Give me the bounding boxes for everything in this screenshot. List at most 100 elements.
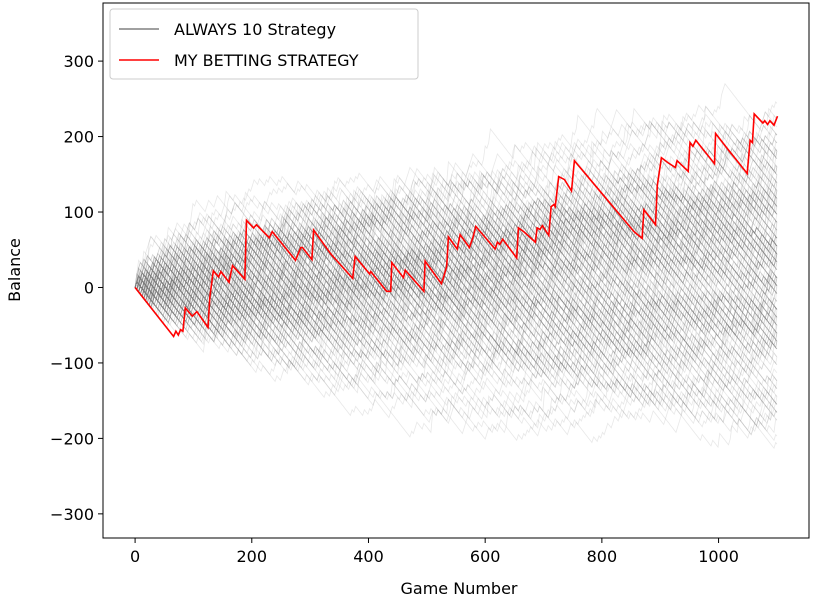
always-10-run-line (134, 285, 778, 394)
always-10-run-line (134, 284, 778, 411)
legend-label-always-10: ALWAYS 10 Strategy (174, 20, 336, 39)
always-10-run-line (134, 166, 778, 291)
always-10-run-line (134, 198, 778, 321)
always-10-run-line (134, 221, 778, 348)
always-10-run-line (134, 204, 778, 288)
always-10-run-line (134, 253, 778, 357)
always-10-run-line (134, 287, 778, 450)
always-10-run-line (134, 277, 778, 402)
always-10-run-line (134, 201, 778, 324)
always-10-run-line (134, 168, 778, 307)
always-10-run-line (134, 277, 778, 370)
always-10-run-line (134, 159, 778, 323)
always-10-run-line (134, 200, 778, 323)
always-10-run-line (134, 194, 778, 300)
always-10-run-line (134, 212, 778, 318)
always-10-run-line (134, 233, 778, 364)
always-10-run-line (134, 270, 778, 434)
always-10-run-line (134, 211, 778, 320)
always-10-run-line (134, 156, 778, 302)
y-tick-label: 0 (84, 278, 94, 297)
always-10-run-line (134, 142, 778, 336)
always-10-run-line (134, 149, 778, 345)
always-10-run-line (134, 286, 778, 401)
always-10-run-line (134, 273, 778, 387)
y-tick-label: −100 (50, 354, 94, 373)
always-10-run-line (134, 184, 778, 307)
always-10-run-line (134, 129, 778, 292)
always-10-run-line (134, 242, 778, 335)
always-10-run-line (134, 201, 778, 298)
always-10-run-line (134, 158, 778, 293)
always-10-run-line (134, 250, 778, 327)
always-10-run-line (134, 269, 778, 384)
always-10-run-line (134, 105, 778, 292)
always-10-run-line (134, 279, 778, 404)
always-10-run-line (134, 250, 778, 356)
always-10-run-line (134, 185, 778, 324)
always-10-run-line (134, 193, 778, 301)
always-10-run-line (134, 196, 778, 332)
always-10-run-line (134, 164, 778, 292)
legend-box (109, 8, 419, 80)
always-10-run-line (134, 278, 778, 403)
always-10-run-line (134, 278, 778, 369)
always-10-run-line (134, 223, 778, 331)
always-10-run-line (134, 158, 778, 298)
always-10-run-line (134, 121, 778, 308)
always-10-run-line (134, 214, 778, 334)
y-tick-label: 300 (63, 52, 94, 71)
always-10-run-line (134, 144, 778, 322)
always-10-run-line (134, 202, 778, 339)
always-10-run-line (134, 133, 778, 327)
always-10-run-line (134, 266, 778, 422)
always-10-run-line (134, 250, 778, 325)
always-10-run-line (134, 211, 778, 317)
always-10-run-line (134, 149, 778, 294)
always-10-run-line (134, 108, 778, 302)
always-10-run-line (134, 240, 778, 331)
x-tick-label: 600 (470, 547, 501, 566)
always-10-run-line (134, 234, 778, 349)
always-10-run-line (134, 207, 778, 319)
always-10-run-line (134, 257, 778, 413)
always-10-run-line (134, 191, 778, 314)
plot-frame (102, 2, 810, 539)
always-10-run-line (134, 261, 778, 386)
always-10-run-line (134, 181, 778, 293)
legend-label-my-strategy: MY BETTING STRATEGY (174, 51, 359, 70)
y-tick-label: −300 (50, 505, 94, 524)
always-10-run-line (134, 82, 778, 290)
always-10-run-line (134, 185, 778, 296)
always-10-run-line (134, 192, 778, 313)
always-10-run-line (134, 280, 778, 382)
always-10-run-line (134, 178, 778, 302)
always-10-run-line (134, 257, 778, 371)
y-tick-label: −200 (50, 429, 94, 448)
x-tick-label: 200 (237, 547, 268, 566)
always-10-run-line (134, 226, 778, 339)
legend: ALWAYS 10 Strategy MY BETTING STRATEGY (109, 8, 419, 80)
always-10-run-line (134, 287, 778, 399)
always-10-run-line (134, 230, 778, 323)
always-10-run-line (134, 218, 778, 343)
always-10-run-line (134, 245, 778, 360)
always-10-run-line (134, 233, 778, 348)
always-10-run-line (134, 239, 778, 332)
always-10-run-line (134, 227, 778, 342)
always-10-run-line (134, 286, 778, 444)
always-10-run-line (134, 256, 778, 416)
always-10-run-line (134, 149, 778, 345)
always-10-run-line (134, 275, 778, 359)
always-10-run-line (134, 275, 778, 429)
always-10-run-line (134, 267, 778, 402)
always-10-run-line (134, 269, 778, 360)
x-tick-label: 1000 (698, 547, 739, 566)
always-10-run-line (134, 249, 778, 326)
always-10-run-line (134, 183, 778, 293)
always-10-run-line (134, 201, 778, 324)
always-10-run-line (134, 173, 778, 301)
always-10-run-line (134, 183, 778, 306)
always-10-run-line (134, 202, 778, 325)
